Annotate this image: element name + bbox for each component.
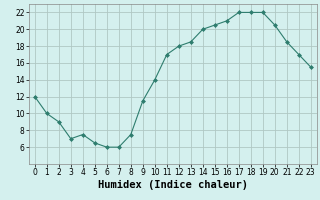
X-axis label: Humidex (Indice chaleur): Humidex (Indice chaleur): [98, 180, 248, 190]
